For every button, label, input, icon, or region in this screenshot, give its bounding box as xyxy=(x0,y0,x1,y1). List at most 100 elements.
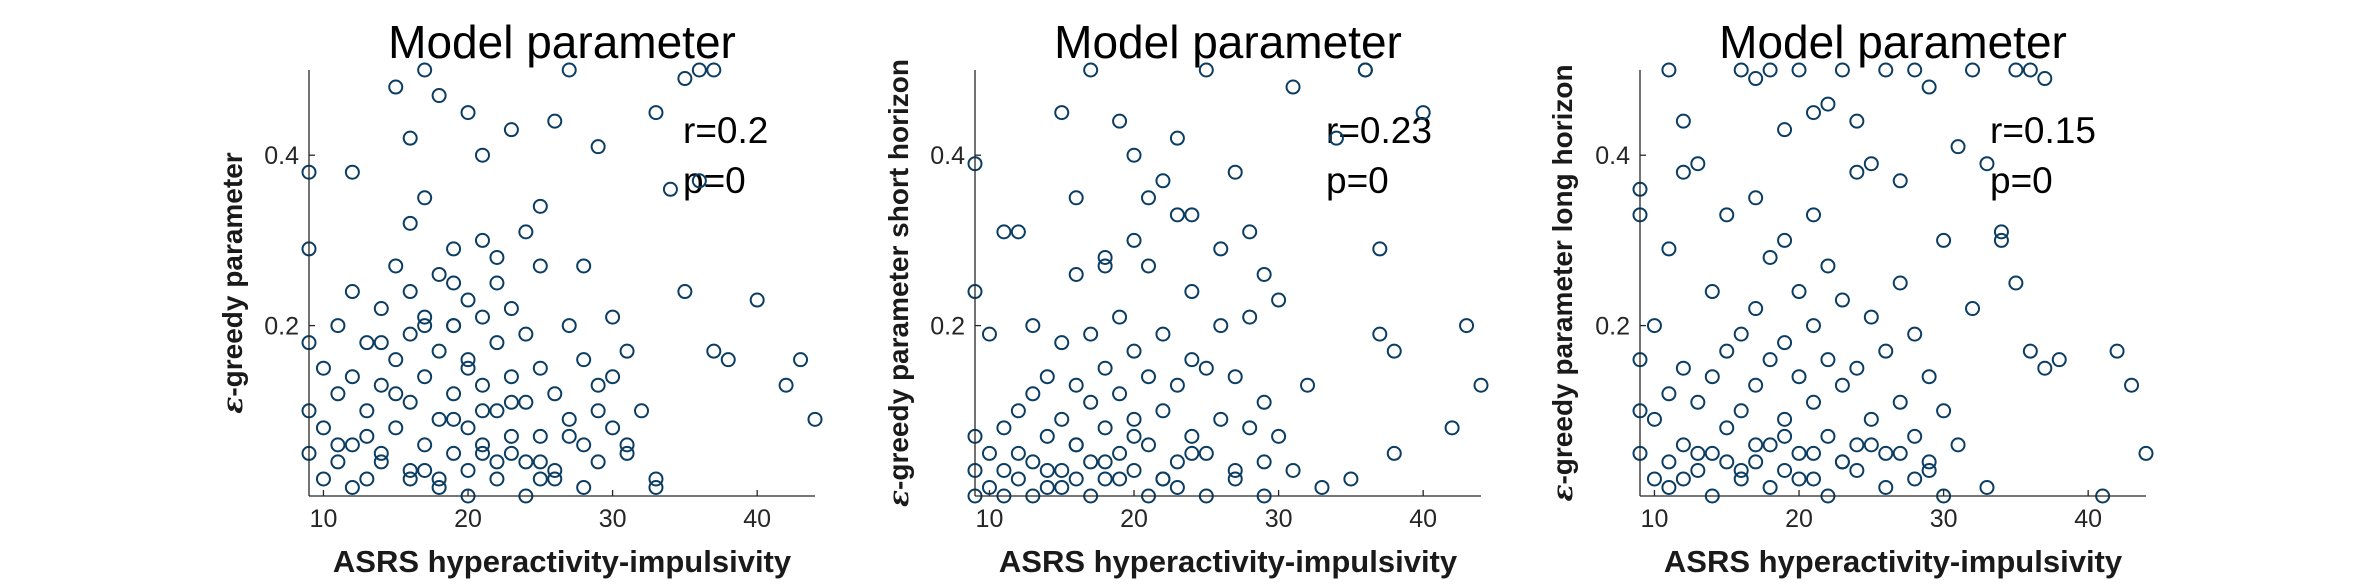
data-point xyxy=(1126,462,1142,478)
x-tick-label: 10 xyxy=(976,505,1004,533)
epsilon-symbol: ε xyxy=(216,397,249,414)
data-point xyxy=(1834,377,1850,393)
data-point xyxy=(532,454,548,470)
data-point xyxy=(1907,428,1923,444)
data-point xyxy=(1878,62,1894,78)
data-point xyxy=(1936,403,1952,419)
data-point xyxy=(344,437,360,453)
data-point xyxy=(532,471,548,487)
x-tick-label: 40 xyxy=(2074,505,2102,533)
data-point xyxy=(619,437,635,453)
data-point xyxy=(417,437,433,453)
tick-labels: 10 20 30 40 0.2 0.4 xyxy=(1595,142,2102,533)
data-point xyxy=(2037,360,2053,376)
data-point xyxy=(2138,445,2154,461)
data-point xyxy=(1661,62,1677,78)
data-point xyxy=(996,420,1012,436)
data-point xyxy=(1921,79,1937,95)
data-point xyxy=(373,301,389,317)
y-tick-label: 0.4 xyxy=(930,142,965,170)
data-point xyxy=(1791,445,1807,461)
y-tick-label: 0.2 xyxy=(930,313,965,341)
data-point xyxy=(503,369,519,385)
data-point xyxy=(1039,428,1055,444)
data-point xyxy=(474,437,490,453)
data-point xyxy=(373,377,389,393)
data-point xyxy=(1863,156,1879,172)
data-point xyxy=(518,224,534,240)
data-point xyxy=(1126,232,1142,248)
data-point xyxy=(1112,113,1128,129)
data-point xyxy=(749,292,765,308)
data-point xyxy=(1155,471,1171,487)
data-point xyxy=(417,369,433,385)
data-point xyxy=(1097,454,1113,470)
data-point xyxy=(315,471,331,487)
x-tick-label: 40 xyxy=(743,505,771,533)
data-point xyxy=(1805,207,1821,223)
data-point xyxy=(1777,335,1793,351)
data-point xyxy=(417,62,433,78)
data-point xyxy=(1762,249,1778,265)
data-point xyxy=(446,241,462,257)
data-point xyxy=(1083,326,1099,342)
data-point xyxy=(590,403,606,419)
data-point xyxy=(1690,394,1706,410)
data-point xyxy=(691,62,707,78)
data-point xyxy=(1343,471,1359,487)
data-point xyxy=(576,479,592,495)
data-point xyxy=(1386,445,1402,461)
data-point xyxy=(1907,62,1923,78)
data-point xyxy=(1921,454,1937,470)
data-point xyxy=(373,445,389,461)
data-point xyxy=(417,309,433,325)
data-point xyxy=(1010,224,1026,240)
data-point xyxy=(2022,62,2038,78)
data-point xyxy=(1748,454,1764,470)
data-point xyxy=(330,318,346,334)
data-point xyxy=(981,445,997,461)
data-points xyxy=(967,62,1489,504)
data-point xyxy=(1719,454,1735,470)
data-point xyxy=(1661,386,1677,402)
data-point xyxy=(561,318,577,334)
data-point xyxy=(446,275,462,291)
data-point xyxy=(489,335,505,351)
data-point xyxy=(1748,377,1764,393)
data-point xyxy=(1762,437,1778,453)
data-point xyxy=(1112,309,1128,325)
data-point xyxy=(1646,411,1662,427)
data-point xyxy=(1242,224,1258,240)
data-point xyxy=(547,471,563,487)
data-point xyxy=(1112,386,1128,402)
data-point xyxy=(1126,411,1142,427)
data-point xyxy=(518,394,534,410)
data-point xyxy=(1820,258,1836,274)
data-point xyxy=(778,377,794,393)
data-point xyxy=(2022,343,2038,359)
data-point xyxy=(1849,437,1865,453)
data-point xyxy=(1791,369,1807,385)
data-point xyxy=(1834,454,1850,470)
data-point xyxy=(1068,190,1084,206)
data-point xyxy=(605,369,621,385)
data-point xyxy=(503,428,519,444)
data-point xyxy=(1675,437,1691,453)
data-point xyxy=(648,471,664,487)
data-point xyxy=(503,301,519,317)
x-axis-label: ASRS hyperactivity-impulsivity xyxy=(999,544,1458,579)
y-axis-label: ε-greedy parameter short horizon xyxy=(882,59,915,507)
data-point xyxy=(1777,411,1793,427)
epsilon-symbol: ε xyxy=(882,490,915,507)
data-point xyxy=(474,377,490,393)
data-point xyxy=(446,411,462,427)
data-point xyxy=(1227,462,1243,478)
data-point xyxy=(996,224,1012,240)
data-point xyxy=(1242,420,1258,436)
data-point xyxy=(1242,309,1258,325)
x-tick-label: 30 xyxy=(599,505,627,533)
data-point xyxy=(388,258,404,274)
data-point xyxy=(1993,232,2009,248)
data-point xyxy=(1010,445,1026,461)
